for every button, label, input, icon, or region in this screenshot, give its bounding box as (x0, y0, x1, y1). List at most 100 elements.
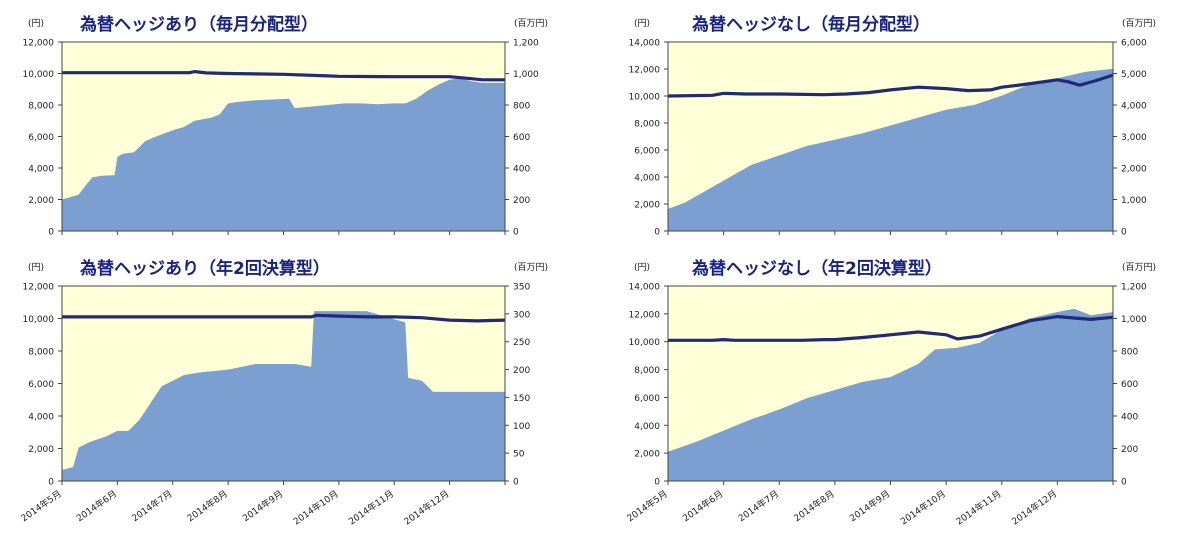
y-right-tick-label: 0 (513, 478, 519, 488)
x-tick-label: 2014年6月 (74, 488, 119, 525)
y-right-tick-label: 600 (1121, 380, 1138, 390)
x-tick-label: 2014年7月 (129, 488, 174, 525)
y-left-tick-label: 10,000 (629, 93, 661, 103)
y-left-tick-label: 4,000 (28, 413, 54, 423)
nav-line (62, 313, 506, 323)
y-left-tick-label: 2,000 (28, 445, 54, 455)
y-right-tick-label: 0 (1121, 478, 1127, 488)
y-right-tick-label: 800 (1121, 348, 1138, 358)
y-left-tick-label: 0 (48, 228, 54, 238)
nav-line (668, 315, 1114, 342)
y-right-tick-label: 5,000 (1121, 70, 1147, 80)
y-right-tick-label: 1,200 (513, 39, 539, 49)
chart-title: 為替ヘッジあり（年2回決算型） (80, 258, 330, 279)
chart-title: 為替ヘッジなし（毎月分配型） (692, 14, 930, 35)
y-left-tick-label: 2,000 (634, 201, 660, 211)
chart-title: 為替ヘッジあり（毎月分配型） (80, 14, 318, 35)
y-left-tick-label: 12,000 (629, 310, 661, 320)
y-right-tick-label: 0 (513, 228, 519, 238)
y-left-tick-label: 0 (48, 478, 54, 488)
y-left-tick-label: 10,000 (23, 315, 55, 325)
x-tick-label: 2014年10月 (898, 488, 948, 528)
net-assets-area (668, 308, 1113, 481)
y-right-tick-label: 400 (513, 165, 530, 175)
x-tick-label: 2014年6月 (680, 488, 725, 525)
x-tick-label: 2014年10月 (291, 488, 341, 528)
y-right-tick-label: 1,000 (1121, 196, 1147, 206)
y-right-tick-label: 0 (1121, 228, 1127, 238)
net-assets-area (62, 78, 505, 231)
y-right-tick-label: 800 (513, 102, 530, 112)
x-tick-label: 2014年11月 (954, 488, 1004, 528)
y-left-tick-label: 4,000 (634, 174, 660, 184)
x-tick-label: 2014年12月 (402, 488, 452, 528)
y-left-tick-label: 6,000 (634, 147, 660, 157)
chart-1: 12,000 10,000 8,000 6,000 4,000 2,000 0 1,200 1,… (23, 14, 549, 238)
y-right-tick-label: 600 (513, 133, 530, 143)
nav-line (667, 73, 1114, 98)
y-left-tick-label: 12,000 (629, 66, 661, 76)
y-left-tick-label: 6,000 (28, 380, 54, 390)
y-left-unit: (円) (28, 18, 44, 29)
nav-line (62, 69, 505, 82)
y-right-tick-label: 100 (513, 422, 530, 432)
y-left-tick-label: 8,000 (634, 366, 660, 376)
y-left-tick-label: 2,000 (634, 450, 660, 460)
y-right-tick-label: 3,000 (1121, 133, 1147, 143)
y-left-tick-label: 2,000 (28, 196, 54, 206)
x-tick-label: 2014年12月 (1009, 488, 1059, 528)
y-right-tick-label: 2,000 (1121, 165, 1147, 175)
y-left-tick-label: 0 (654, 228, 660, 238)
y-left-tick-label: 12,000 (23, 283, 55, 293)
y-right-tick-label: 150 (513, 394, 530, 404)
x-tick-label: 2014年9月 (847, 488, 892, 525)
y-left-tick-label: 10,000 (629, 338, 661, 348)
y-right-tick-label: 250 (513, 338, 530, 348)
chart-4: 14,000 12,000 10,000 8,000 6,000 4,000 2,000 0 1… (625, 258, 1156, 527)
chart-title: 為替ヘッジなし（年2回決算型） (692, 258, 942, 279)
y-left-tick-label: 0 (654, 478, 660, 488)
y-right-tick-label: 1,000 (1121, 315, 1147, 325)
y-right-tick-label: 1,200 (1121, 283, 1147, 293)
y-right-tick-label: 6,000 (1121, 39, 1147, 49)
x-tick-label: 2014年8月 (185, 488, 230, 525)
y-left-unit: (円) (28, 262, 44, 273)
net-assets-area (668, 68, 1113, 231)
chart-2: 14,000 12,000 10,000 8,000 6,000 4,000 2,000 0 6… (629, 14, 1157, 238)
x-tick-label: 2014年5月 (19, 488, 64, 525)
y-right-tick-label: 350 (513, 283, 530, 293)
x-tick-label: 2014年8月 (792, 488, 837, 525)
y-right-unit: (百万円) (514, 18, 548, 29)
net-assets-area (62, 311, 505, 481)
y-left-tick-label: 6,000 (634, 394, 660, 404)
y-left-tick-label: 8,000 (28, 102, 54, 112)
y-left-tick-label: 10,000 (23, 70, 55, 80)
y-right-tick-label: 300 (513, 310, 530, 320)
y-left-tick-label: 12,000 (23, 39, 55, 49)
y-right-unit: (百万円) (514, 262, 548, 273)
x-tick-label: 2014年5月 (625, 488, 670, 525)
y-right-tick-label: 50 (513, 450, 525, 460)
y-left-tick-label: 14,000 (629, 283, 661, 293)
y-right-tick-label: 200 (513, 196, 530, 206)
y-left-tick-label: 8,000 (28, 348, 54, 358)
y-left-tick-label: 4,000 (28, 165, 54, 175)
x-tick-label: 2014年9月 (240, 488, 285, 525)
y-right-tick-label: 1,000 (513, 70, 539, 80)
chart-3: 12,000 10,000 8,000 6,000 4,000 2,000 0 350 300 2… (19, 258, 548, 527)
y-right-tick-label: 400 (1121, 413, 1138, 423)
y-right-unit: (百万円) (1122, 18, 1156, 29)
y-left-tick-label: 8,000 (634, 120, 660, 130)
x-tick-label: 2014年11月 (346, 488, 396, 528)
y-left-unit: (円) (634, 262, 650, 273)
y-right-unit: (百万円) (1122, 262, 1156, 273)
y-left-tick-label: 6,000 (28, 133, 54, 143)
y-right-tick-label: 200 (513, 366, 530, 376)
y-left-unit: (円) (634, 18, 650, 29)
x-tick-label: 2014年7月 (736, 488, 781, 525)
y-left-tick-label: 14,000 (629, 39, 661, 49)
y-left-tick-label: 4,000 (634, 422, 660, 432)
y-right-tick-label: 4,000 (1121, 102, 1147, 112)
